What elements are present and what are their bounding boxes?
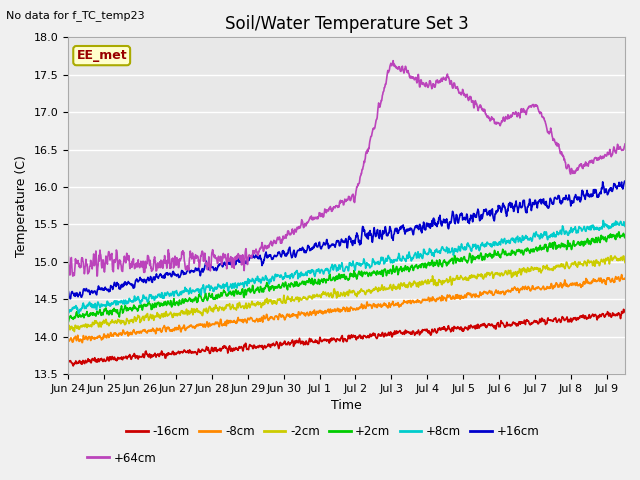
Text: No data for f_TC_temp23: No data for f_TC_temp23 [6, 10, 145, 21]
X-axis label: Time: Time [331, 399, 362, 412]
Text: EE_met: EE_met [76, 49, 127, 62]
Legend: -16cm, -8cm, -2cm, +2cm, +8cm, +16cm: -16cm, -8cm, -2cm, +2cm, +8cm, +16cm [122, 420, 544, 443]
Legend: +64cm: +64cm [83, 447, 161, 469]
Title: Soil/Water Temperature Set 3: Soil/Water Temperature Set 3 [225, 15, 468, 33]
Y-axis label: Temperature (C): Temperature (C) [15, 155, 28, 257]
